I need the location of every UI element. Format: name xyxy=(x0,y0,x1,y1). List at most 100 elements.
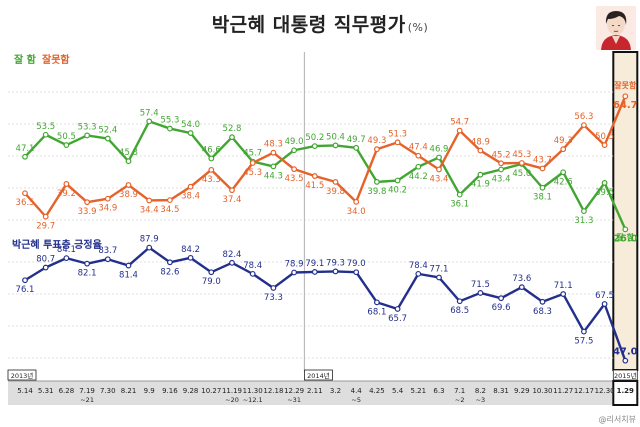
disapprove-end-label: 잘못함 xyxy=(614,80,637,90)
disapprove-series-value-label: 34.5 xyxy=(160,205,179,215)
x-tick-label: 12.18 xyxy=(263,387,283,395)
core-series-line xyxy=(24,246,627,362)
core-series-point xyxy=(581,328,587,335)
core-series-point xyxy=(622,357,629,364)
core-series-point xyxy=(208,269,215,276)
core-series-point xyxy=(374,299,380,306)
disapprove-series-value-label: 48.3 xyxy=(264,140,283,150)
year-marker-label: 2014년 xyxy=(307,371,330,380)
disapprove-series-point xyxy=(332,178,339,185)
core-series-value-label: 69.6 xyxy=(492,303,511,313)
approve-series-value-label: 42.6 xyxy=(554,177,573,187)
disapprove-series-value-label: 45.3 xyxy=(243,168,262,178)
core-series-value-label: 79.1 xyxy=(305,259,324,269)
approve-series-point xyxy=(146,118,153,125)
disapprove-series-point xyxy=(270,149,277,156)
core-series-value-label: 76.1 xyxy=(16,285,35,295)
disapprove-series-value-label: 41.5 xyxy=(305,181,324,191)
core-series-point xyxy=(42,264,49,271)
disapprove-series-point xyxy=(84,199,90,206)
approve-series-value-label: 46.6 xyxy=(202,145,221,155)
approve-series-value-label: 53.3 xyxy=(78,122,97,132)
core-series-value-label: 83.7 xyxy=(98,246,117,256)
core-series-value-label: 79.0 xyxy=(347,259,366,269)
core-series-point xyxy=(63,255,70,262)
approve-series-point xyxy=(601,180,608,186)
disapprove-series-value-label: 37.4 xyxy=(223,195,242,205)
core-series-point xyxy=(539,298,546,305)
disapprove-series-value-label: 49.3 xyxy=(554,136,573,146)
core-series-point xyxy=(249,270,256,277)
approve-series-point xyxy=(415,163,422,170)
disapprove-series-point xyxy=(581,122,587,129)
approve-series-value-label: 38.1 xyxy=(533,193,552,203)
approve-series-point xyxy=(394,177,401,184)
approve-series-point xyxy=(166,125,173,132)
approve-series-point xyxy=(353,144,360,151)
disapprove-series-point xyxy=(353,198,360,205)
x-tick-label: 8.21 xyxy=(121,387,137,395)
disapprove-series-value-label: 49.3 xyxy=(367,136,386,146)
x-tick-label: 5.31 xyxy=(38,387,54,395)
disapprove-series-point xyxy=(601,142,608,148)
x-tick-label: 10.27 xyxy=(201,387,221,395)
x-tick-label-range: ~5 xyxy=(351,396,361,404)
x-tick-label-range: ~2 xyxy=(455,396,465,404)
approve-series-point xyxy=(477,171,484,178)
disapprove-series-value-label: 43.7 xyxy=(533,155,552,165)
x-tick-label-range: ~12.1 xyxy=(243,396,263,404)
x-tick-label-range: ~21 xyxy=(80,396,94,404)
core-series-value-label: 68.1 xyxy=(367,307,386,317)
core-series-value-label: 80.7 xyxy=(36,255,55,265)
approve-series-point xyxy=(104,135,111,142)
disapprove-series-point xyxy=(539,165,546,172)
core-series-point xyxy=(477,290,484,296)
core-series-value-label: 78.4 xyxy=(243,261,262,271)
core-series-value-label: 68.3 xyxy=(533,307,552,317)
core-series-value-label: 82.4 xyxy=(223,250,242,260)
core-series-point xyxy=(270,285,277,291)
x-tick-label-range: ~31 xyxy=(287,396,301,404)
approve-series-point xyxy=(498,166,505,173)
core-series-point xyxy=(104,256,111,263)
year-marker-label: 2013년 xyxy=(11,371,34,380)
core-series-value-label: 82.6 xyxy=(160,267,179,277)
core-series-point xyxy=(291,269,298,276)
core-series-value-label: 81.4 xyxy=(119,271,138,281)
disapprove-series-point xyxy=(249,160,256,166)
disapprove-series-point xyxy=(63,181,70,187)
x-tick-label: 7.19 xyxy=(79,387,95,395)
x-tick-label: 5.21 xyxy=(411,387,427,395)
core-series-point xyxy=(22,277,28,284)
core-series-point xyxy=(560,291,567,297)
approve-series-point xyxy=(187,130,194,136)
approve-series-point xyxy=(539,184,546,191)
approve-series-point xyxy=(560,169,567,176)
disapprove-series-value-label: 38.4 xyxy=(181,192,200,202)
x-tick-label-range: ~20 xyxy=(225,396,239,404)
core-series-point xyxy=(601,301,608,307)
disapprove-series-value-label: 51.3 xyxy=(388,129,407,139)
core-series-value-label: 73.3 xyxy=(264,293,283,303)
core-series-point xyxy=(498,295,505,302)
x-tick-label: 8.31 xyxy=(493,387,509,395)
approve-series: 47.153.550.553.3 52.445.857.455.3 54.046.6… xyxy=(16,108,638,244)
core-series-point xyxy=(518,284,525,291)
disapprove-series-value-label: 54.7 xyxy=(450,118,469,128)
disapprove-series-value-label: 33.9 xyxy=(78,207,97,217)
source-credit: @리서치뷰 xyxy=(598,415,636,424)
core-series-value-label: 78.4 xyxy=(409,261,428,271)
x-tick-label: 1.29 xyxy=(617,387,634,395)
disapprove-series-point xyxy=(208,166,215,173)
disapprove-series-point xyxy=(311,173,318,179)
core-series-value-label: 79.3 xyxy=(326,258,345,268)
disapprove-series-value-label: 34.0 xyxy=(347,207,366,217)
core-series-value-label: 68.5 xyxy=(450,306,469,316)
year-marker-box xyxy=(612,369,638,381)
x-tick-label: 9.9 xyxy=(144,387,155,395)
disapprove-series-point xyxy=(125,182,132,188)
disapprove-series-value-label: 45.2 xyxy=(492,150,511,160)
approve-series-point xyxy=(229,134,235,141)
x-tick-label: 3.2 xyxy=(330,387,341,395)
